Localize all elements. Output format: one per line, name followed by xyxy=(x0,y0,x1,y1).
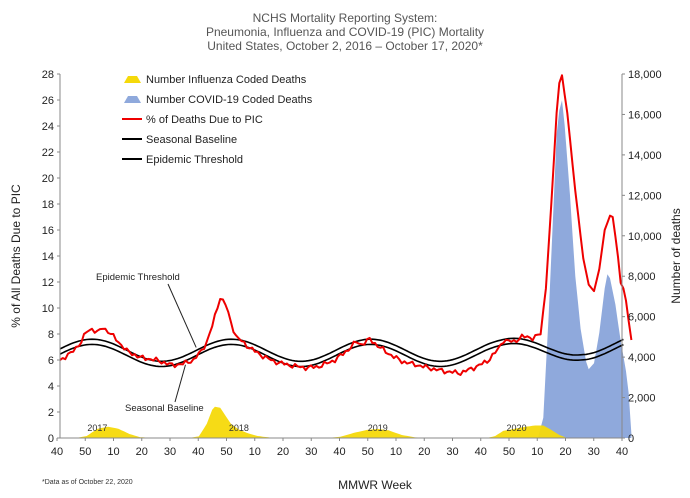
y-right-tick-label: 16,000 xyxy=(628,109,662,121)
y-right-tick-label: 4,000 xyxy=(628,352,656,364)
season-label: 2020 xyxy=(507,423,527,433)
y-left-tick-label: 4 xyxy=(48,381,54,393)
x-tick-label: 50 xyxy=(220,446,232,458)
y-left-tick-label: 20 xyxy=(42,173,54,185)
y-right-tick-label: 18,000 xyxy=(628,69,662,81)
seasonal-baseline-line xyxy=(59,342,624,368)
axes: 024681012141618202224262802,0004,0006,00… xyxy=(9,69,683,458)
x-tick-label: 50 xyxy=(362,446,374,458)
x-tick-label: 40 xyxy=(192,446,204,458)
annotation-seasonal-baseline: Seasonal Baseline xyxy=(125,403,204,414)
baseline-layer xyxy=(59,337,624,368)
season-label: 2019 xyxy=(368,423,388,433)
x-tick-label: 40 xyxy=(616,446,628,458)
influenza-deaths-area xyxy=(60,406,568,438)
season-label: 2018 xyxy=(229,423,249,433)
legend-label: Seasonal Baseline xyxy=(146,134,237,146)
x-tick-label: 20 xyxy=(418,446,430,458)
y-left-tick-label: 28 xyxy=(42,69,54,81)
y-left-tick-label: 12 xyxy=(42,277,54,289)
legend-label: % of Deaths Due to PIC xyxy=(146,114,263,126)
y-right-tick-label: 0 xyxy=(628,433,634,445)
y-right-tick-label: 10,000 xyxy=(628,231,662,243)
y-left-tick-label: 2 xyxy=(48,407,54,419)
x-axis-title: MMWR Week xyxy=(338,478,413,492)
y-right-tick-label: 6,000 xyxy=(628,312,656,324)
annotation-arrow-baseline xyxy=(174,364,186,403)
y-axis-right-title: Number of deaths xyxy=(669,208,683,303)
y-left-tick-label: 26 xyxy=(42,95,54,107)
chart-title-line: United States, October 2, 2016 – October… xyxy=(207,39,483,53)
x-tick-label: 40 xyxy=(51,446,63,458)
chart-title-line: Pneumonia, Influenza and COVID-19 (PIC) … xyxy=(206,25,484,39)
x-tick-label: 30 xyxy=(446,446,458,458)
x-tick-label: 10 xyxy=(390,446,402,458)
x-tick-label: 10 xyxy=(249,446,261,458)
x-tick-label: 20 xyxy=(277,446,289,458)
season-labels: 2017 2018 2019 2020 xyxy=(87,423,526,433)
x-tick-label: 50 xyxy=(503,446,515,458)
pic-line-layer xyxy=(59,74,633,376)
x-tick-label: 40 xyxy=(475,446,487,458)
y-left-tick-label: 8 xyxy=(48,329,54,341)
legend-label: Number COVID-19 Coded Deaths xyxy=(146,94,313,106)
legend-label: Epidemic Threshold xyxy=(146,154,243,166)
y-left-tick-label: 18 xyxy=(42,199,54,211)
y-left-tick-label: 6 xyxy=(48,355,54,367)
x-tick-label: 20 xyxy=(136,446,148,458)
chart-title: NCHS Mortality Reporting System:Pneumoni… xyxy=(206,11,484,53)
pic-percent-line xyxy=(59,74,633,376)
y-left-tick-label: 10 xyxy=(42,303,54,315)
y-left-tick-label: 16 xyxy=(42,225,54,237)
legend: Number Influenza Coded Deaths Number COVI… xyxy=(122,74,313,166)
legend-swatch-area xyxy=(124,96,141,103)
x-tick-label: 30 xyxy=(305,446,317,458)
season-label: 2017 xyxy=(87,423,107,433)
x-tick-label: 30 xyxy=(164,446,176,458)
annotations: Epidemic Threshold Seasonal Baseline xyxy=(96,272,204,414)
x-tick-label: 10 xyxy=(107,446,119,458)
x-tick-label: 20 xyxy=(559,446,571,458)
y-left-tick-label: 0 xyxy=(48,433,54,445)
legend-label: Number Influenza Coded Deaths xyxy=(146,74,307,86)
annotation-arrow-threshold xyxy=(167,283,197,348)
x-tick-label: 10 xyxy=(531,446,543,458)
y-right-tick-label: 12,000 xyxy=(628,190,662,202)
y-left-tick-label: 14 xyxy=(42,251,54,263)
y-axis-left-title: % of All Deaths Due to PIC xyxy=(9,184,23,328)
annotation-epidemic-threshold: Epidemic Threshold xyxy=(96,272,180,283)
y-left-tick-label: 24 xyxy=(42,121,54,133)
y-right-tick-label: 8,000 xyxy=(628,271,656,283)
x-tick-label: 40 xyxy=(333,446,345,458)
x-tick-label: 50 xyxy=(79,446,91,458)
x-tick-label: 30 xyxy=(588,446,600,458)
footnote: *Data as of October 22, 2020 xyxy=(42,479,133,486)
legend-swatch-area xyxy=(124,76,141,83)
influenza-deaths-area-layer xyxy=(60,406,568,438)
y-right-tick-label: 2,000 xyxy=(628,393,656,405)
y-left-tick-label: 22 xyxy=(42,147,54,159)
chart-title-line: NCHS Mortality Reporting System: xyxy=(253,11,438,25)
y-right-tick-label: 14,000 xyxy=(628,150,662,162)
